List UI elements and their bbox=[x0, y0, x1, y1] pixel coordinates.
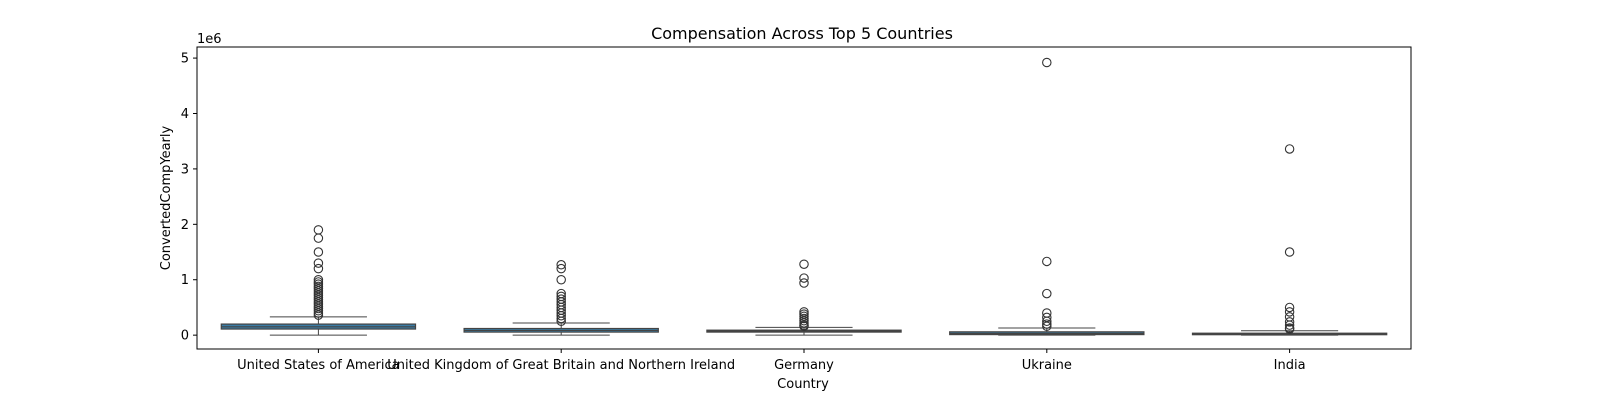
outlier-point bbox=[556, 274, 566, 285]
box-group bbox=[949, 57, 1145, 336]
outlier-point bbox=[799, 259, 809, 269]
outlier-point bbox=[313, 247, 324, 257]
x-tick-label: Germany bbox=[774, 358, 834, 373]
outlier-point bbox=[313, 225, 324, 235]
outlier-point bbox=[799, 278, 809, 288]
box-group bbox=[463, 260, 659, 336]
outlier-point bbox=[1284, 144, 1295, 154]
outlier-point bbox=[1284, 317, 1295, 327]
outlier-point bbox=[313, 310, 324, 320]
outlier-point bbox=[556, 311, 566, 321]
outlier-point bbox=[1284, 307, 1295, 317]
box-group bbox=[706, 259, 902, 336]
outlier-point bbox=[1284, 324, 1295, 334]
chart-title: Compensation Across Top 5 Countries bbox=[651, 24, 953, 43]
outlier-point bbox=[799, 321, 809, 332]
outlier-point bbox=[556, 260, 566, 270]
y-tick-label: 2 bbox=[181, 218, 189, 233]
box-group bbox=[1191, 144, 1388, 336]
outlier-point bbox=[1284, 320, 1295, 330]
outlier-point bbox=[556, 316, 566, 327]
x-tick-label: India bbox=[1274, 358, 1306, 373]
outlier-point bbox=[556, 313, 566, 324]
y-tick-label: 5 bbox=[181, 52, 189, 67]
outlier-point bbox=[1042, 316, 1052, 327]
outlier-point bbox=[1042, 256, 1052, 267]
outlier-point bbox=[1284, 302, 1295, 313]
outlier-point bbox=[799, 273, 809, 283]
x-tick-label: Ukraine bbox=[1022, 358, 1072, 373]
plot-area bbox=[220, 57, 1388, 336]
y-tick-label: 3 bbox=[181, 162, 189, 177]
outlier-point bbox=[1042, 321, 1052, 332]
plot-frame bbox=[196, 46, 1412, 350]
y-offset-label: 1e6 bbox=[197, 32, 222, 47]
y-axis-label: ConvertedCompYearly bbox=[159, 125, 174, 270]
x-axis-label: Country bbox=[777, 377, 829, 392]
outlier-point bbox=[313, 263, 324, 274]
y-tick-label: 0 bbox=[181, 329, 189, 344]
outlier-point bbox=[1284, 312, 1295, 322]
y-tick-label: 1 bbox=[181, 273, 189, 288]
outlier-point bbox=[313, 233, 324, 243]
outlier-point bbox=[556, 263, 566, 274]
outlier-point bbox=[313, 258, 324, 268]
outlier-point bbox=[1042, 288, 1052, 299]
y-tick-label: 4 bbox=[181, 107, 189, 122]
x-tick-label: United States of America bbox=[237, 358, 399, 373]
outlier-point bbox=[1042, 57, 1052, 68]
outlier-point bbox=[1284, 247, 1295, 257]
x-tick-label: United Kingdom of Great Britain and Nort… bbox=[387, 358, 735, 373]
box-group bbox=[220, 225, 417, 336]
